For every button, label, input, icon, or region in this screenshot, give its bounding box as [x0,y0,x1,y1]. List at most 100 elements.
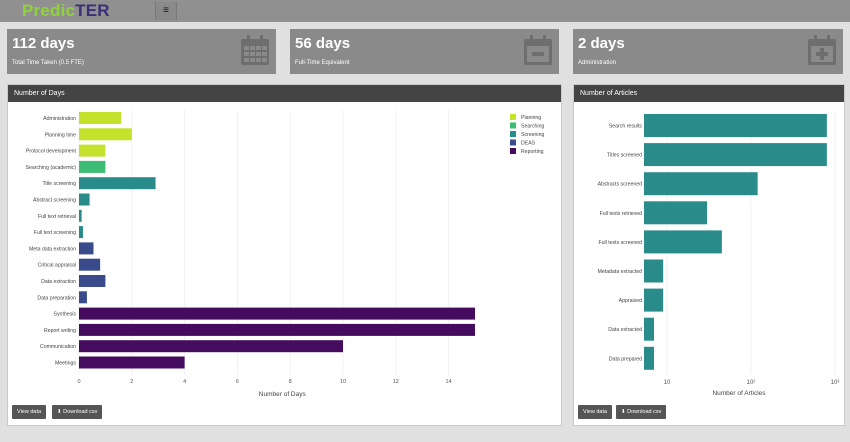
y-tick-label: Communication [40,344,76,350]
days-panel: Number of Days 0 2 4 6 8 10 12 14 Administration… [7,84,562,426]
x-tick-label: 8 [289,379,292,385]
bar-searching-academic [79,160,106,173]
bar-full-texts-screened [644,230,722,254]
y-tick-label: Titles screened [607,153,642,159]
administration-label: Administration [578,60,617,66]
legend-swatch-screening [510,131,516,137]
y-tick-label: Full text retrieval [38,214,76,220]
x-axis-title: Number of Days [259,391,307,398]
bar-communication [79,340,343,353]
view-data-label: View data [583,409,608,415]
menu-toggle-button[interactable]: ≡ [155,2,177,20]
logo-text-predic: Predic [22,1,76,20]
legend-swatch-deas [510,139,516,146]
bar-administration [79,112,122,124]
bar-title-screening [79,177,156,190]
y-tick-label: Title screening [42,181,76,187]
y-tick-label: Administration [43,116,76,122]
bar-appraised [644,288,664,312]
x-tick-label: 6 [236,379,239,385]
y-tick-label: Planning time [45,132,77,138]
bar-abstract-screening [79,193,90,206]
download-icon: ⬇ [57,409,64,415]
bar-abstracts-screened [644,172,758,196]
total-time-label: Total Time Taken (0.5 FTE) [12,60,84,66]
bar-report-writing [79,323,475,336]
bar-full-text-screening [79,226,83,239]
y-tick-label: Full texts screened [598,240,642,246]
bar-full-text-retrieval [79,209,82,222]
administration-card: 2 days Administration [573,29,843,74]
x-tick-label: 10² [747,380,756,386]
legend-label-reporting: Reporting [521,149,544,155]
calendar-plus-icon [808,35,836,65]
x-tick-label: 4 [183,379,186,385]
articles-bar-chart: 10 10² 10³ Search results Titles screened Abs… [598,112,840,397]
y-tick-label: Searching (academic) [26,165,77,171]
view-data-label: View data [17,409,42,415]
hamburger-icon: ≡ [163,5,169,16]
articles-panel: Number of Articles 10 10² 10³ Search result… [573,84,845,426]
download-csv-label: Download csv [627,409,662,415]
y-tick-label: Data prepared [609,356,642,362]
bar-meta-data-extraction [79,242,94,255]
y-tick-label: Abstract screening [33,198,76,204]
download-icon: ⬇ [621,409,628,415]
bar-data-prepared [644,346,654,370]
bar-full-texts-retrieved [644,201,708,225]
download-csv-button[interactable]: ⬇ Download csv [52,405,103,419]
total-time-value: 112 days [12,35,75,52]
y-tick-label: Synthesis [54,312,77,318]
view-data-button[interactable]: View data [12,405,47,419]
legend-swatch-planning [510,114,516,120]
administration-value: 2 days [578,35,625,52]
view-data-button-articles[interactable]: View data [578,405,613,419]
bar-critical-appraisal [79,258,101,271]
top-navbar: PredicTER ≡ [0,0,850,22]
download-csv-label: Download csv [63,409,98,415]
x-tick-label: 0 [77,379,80,385]
bar-data-preparation [79,291,87,304]
x-tick-label: 14 [446,379,452,385]
bar-protocol-development [79,144,106,157]
days-bar-chart: 0 2 4 6 8 10 12 14 Administration Planning time Pr… [26,110,544,398]
fte-card: 56 days Full-Time Equivalent [290,29,559,74]
articles-panel-header: Number of Articles [574,85,844,102]
legend-label-searching: Searching [521,124,544,130]
y-tick-label: Meta data extraction [29,246,76,252]
x-tick-label: 10³ [831,380,840,386]
legend-label-deas: DEAS [521,141,536,147]
y-tick-label: Report writing [44,328,76,334]
y-tick-label: Data extracted [608,327,642,333]
bar-planning-time [79,128,132,141]
calendar-minus-icon [524,35,552,65]
days-panel-header: Number of Days [8,85,561,102]
x-tick-label: 10 [340,379,346,385]
download-csv-button-articles[interactable]: ⬇ Download csv [616,405,667,419]
bar-data-extraction [79,275,106,287]
y-tick-label: Meetings [55,361,76,367]
y-tick-label: Full texts retrieved [600,211,642,217]
bar-synthesis [79,307,475,320]
x-tick-label: 12 [393,379,399,385]
bar-search-results [644,114,827,137]
y-tick-label: Data extraction [41,279,76,285]
bar-titles-screened [644,143,827,167]
logo-text-ter: TER [75,1,110,20]
calendar-icon [241,35,269,65]
legend-swatch-searching [510,122,516,129]
y-tick-label: Search results [609,124,643,130]
bar-data-extracted [644,317,654,341]
y-tick-label: Appraised [619,298,642,304]
legend-swatch-reporting [510,148,516,154]
app-logo[interactable]: PredicTER [22,0,110,22]
x-axis-title: Number of Articles [712,390,766,397]
x-tick-label: 2 [130,379,133,385]
y-tick-label: Critical appraisal [38,263,76,269]
y-tick-label: Full text screening [34,230,76,236]
bar-metadata-extracted [644,259,664,283]
y-tick-label: Data preparation [37,295,76,301]
y-tick-label: Abstracts screened [598,182,643,188]
x-tick-label: 10 [664,380,671,386]
legend-label-screening: Screening [521,132,544,138]
